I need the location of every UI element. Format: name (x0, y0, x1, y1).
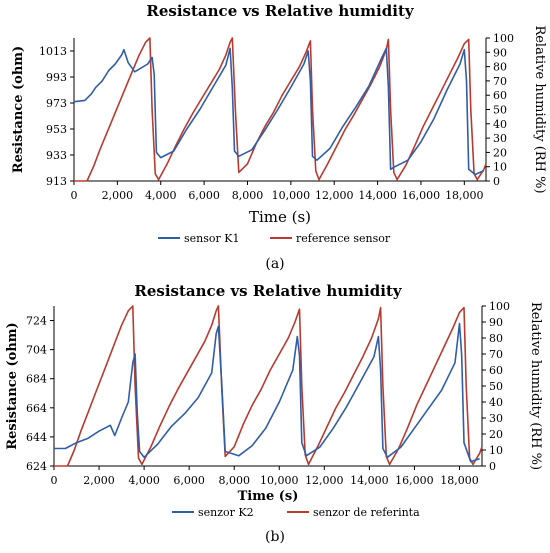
y2-tick-label: 40 (489, 396, 503, 409)
x-axis-label: Time (s) (249, 208, 311, 226)
y2-tick-label: 60 (493, 89, 507, 102)
x-tick-label: 8,000 (218, 474, 250, 487)
y2-tick-label: 80 (493, 61, 507, 74)
legend-label: senzor de referinta (313, 506, 420, 519)
x-tick-label: 6,000 (188, 189, 220, 202)
x-tick-label: 0 (71, 189, 78, 202)
y-tick-label: 724 (26, 315, 47, 328)
x-tick-label: 8,000 (232, 189, 264, 202)
chart-title: Resistance vs Relative humidity (134, 282, 402, 300)
x-tick-label: 16,000 (395, 474, 434, 487)
y-tick-label: 913 (46, 175, 67, 188)
x-tick-label: 4,000 (145, 189, 177, 202)
x-tick-label: 14,000 (358, 189, 397, 202)
y2-tick-label: 10 (489, 444, 503, 457)
y2-tick-label: 0 (493, 175, 500, 188)
y2-tick-label: 50 (493, 104, 507, 117)
chart-panel-b: Resistance vs Relative humidity 624 644 664… (5, 282, 543, 545)
y-tick-label: 704 (26, 344, 47, 357)
y2-tick-label: 30 (489, 412, 503, 425)
y2-axis-label: Relative humidity (RH %) (528, 302, 543, 470)
x-tick-label: 18,000 (440, 474, 479, 487)
panel-label: (a) (265, 256, 284, 272)
y-tick-label: 624 (26, 460, 47, 473)
chart-title: Resistance vs Relative humidity (146, 2, 414, 20)
x-tick-label: 0 (51, 474, 58, 487)
y-tick-label: 973 (46, 97, 67, 110)
x-tick-label: 10,000 (272, 189, 311, 202)
series-line-sensor (54, 322, 480, 463)
y-tick-label: 684 (26, 373, 47, 386)
y-tick-label: 993 (46, 71, 67, 84)
y2-axis-label: Relative humidity (RH %) (532, 25, 547, 193)
x-tick-label: 10,000 (260, 474, 299, 487)
y2-tick-label: 100 (489, 300, 510, 313)
y2-tick-label: 10 (493, 161, 507, 174)
series-line-reference (74, 37, 487, 182)
y2-tick-label: 30 (493, 132, 507, 145)
y2-tick-label: 90 (489, 316, 503, 329)
legend-label: reference sensor (296, 232, 391, 245)
y2-tick-label: 100 (493, 32, 514, 45)
y2-tick-label: 20 (489, 428, 503, 441)
x-tick-label: 2,000 (83, 474, 115, 487)
x-tick-label: 2,000 (102, 189, 134, 202)
y-tick-label: 953 (46, 123, 67, 136)
y2-tick-label: 70 (493, 75, 507, 88)
y-tick-label: 1013 (39, 45, 67, 58)
y2-tick-label: 80 (489, 332, 503, 345)
y2-tick-label: 90 (493, 46, 507, 59)
y-tick-label: 644 (26, 431, 47, 444)
y-axis-label: Resistance (ohm) (5, 322, 20, 449)
y2-tick-label: 70 (489, 348, 503, 361)
legend-label: senzor K2 (198, 506, 254, 519)
y2-tick-label: 0 (489, 460, 496, 473)
x-tick-label: 12,000 (315, 189, 354, 202)
x-axis-label: Time (s) (238, 489, 299, 504)
series-line-reference (54, 305, 483, 467)
x-tick-label: 16,000 (402, 189, 441, 202)
chart-panel-a: Resistance vs Relative humidity 913 933 953… (11, 2, 547, 272)
y-tick-label: 933 (46, 149, 67, 162)
panel-label: (b) (265, 529, 285, 545)
x-tick-label: 6,000 (173, 474, 205, 487)
y2-tick-label: 40 (493, 118, 507, 131)
y2-tick-label: 50 (489, 380, 503, 393)
y-axis-label: Resistance (ohm) (11, 46, 26, 173)
y2-tick-label: 60 (489, 364, 503, 377)
y-tick-label: 664 (26, 402, 47, 415)
y2-tick-label: 20 (493, 146, 507, 159)
x-tick-label: 18,000 (445, 189, 484, 202)
legend-label: sensor K1 (184, 232, 239, 245)
x-tick-label: 14,000 (350, 474, 389, 487)
x-tick-label: 12,000 (305, 474, 344, 487)
series-line-sensor (73, 47, 485, 176)
x-tick-label: 4,000 (128, 474, 160, 487)
